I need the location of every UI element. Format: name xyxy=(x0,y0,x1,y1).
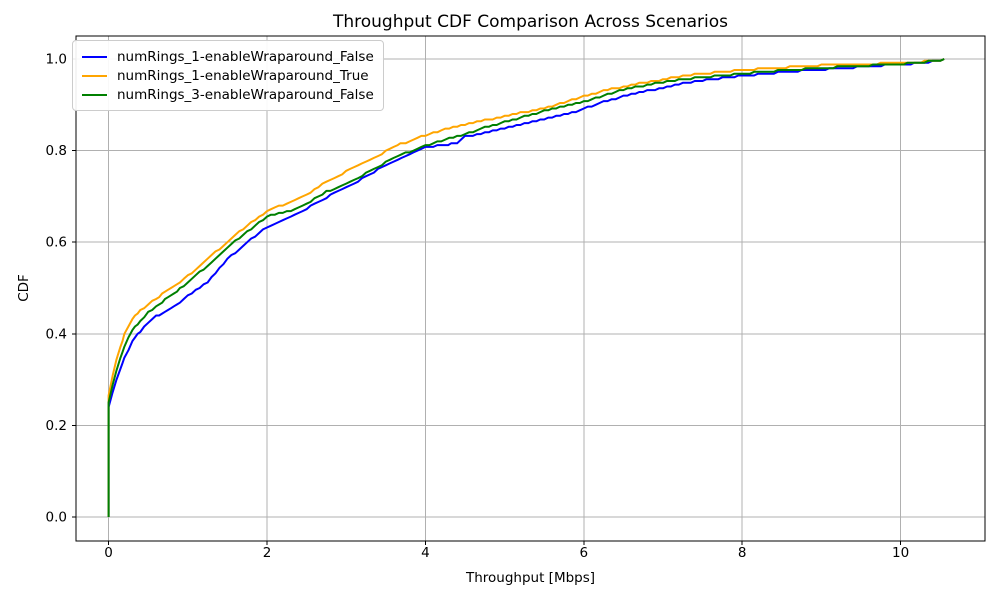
legend-label: numRings_1-enableWraparound_True xyxy=(117,67,369,84)
cdf-curve xyxy=(107,58,945,517)
y-tick-label: 0.4 xyxy=(46,326,67,342)
x-tick-label: 0 xyxy=(104,545,113,561)
x-tick-label: 8 xyxy=(738,545,747,561)
series-lines xyxy=(107,58,945,517)
y-tick-label: 0.0 xyxy=(46,510,67,526)
tick-labels: 0 2 4 6 8 10 0.0 0.2 0.4 0.6 0.8 1.0 xyxy=(46,52,910,562)
chart-title: Throughput CDF Comparison Across Scenari… xyxy=(332,12,729,32)
y-tick-label: 1.0 xyxy=(46,52,67,68)
legend-label: numRings_3-enableWraparound_False xyxy=(117,86,374,103)
x-axis-label: Throughput [Mbps] xyxy=(465,570,596,586)
y-tick-label: 0.8 xyxy=(46,143,67,159)
y-tick-label: 0.6 xyxy=(46,235,67,251)
cdf-curve xyxy=(107,58,945,517)
legend-item: numRings_1-enableWraparound_True xyxy=(82,66,374,85)
legend-item: numRings_1-enableWraparound_False xyxy=(82,47,374,66)
x-tick-label: 2 xyxy=(263,545,272,561)
legend-item: numRings_3-enableWraparound_False xyxy=(82,85,374,104)
y-tick-label: 0.2 xyxy=(46,418,67,434)
axis-ticks xyxy=(72,58,902,545)
legend-line-swatch xyxy=(82,74,107,77)
x-tick-label: 4 xyxy=(421,545,430,561)
legend-line-swatch xyxy=(82,55,107,58)
x-tick-label: 6 xyxy=(580,545,589,561)
x-tick-label: 10 xyxy=(892,545,909,561)
y-axis-label: CDF xyxy=(16,274,32,302)
plot-border xyxy=(75,35,986,542)
cdf-curve xyxy=(107,58,945,517)
legend: numRings_1-enableWraparound_False numRing… xyxy=(72,40,384,111)
legend-label: numRings_1-enableWraparound_False xyxy=(117,48,374,65)
legend-line-swatch xyxy=(82,93,107,96)
